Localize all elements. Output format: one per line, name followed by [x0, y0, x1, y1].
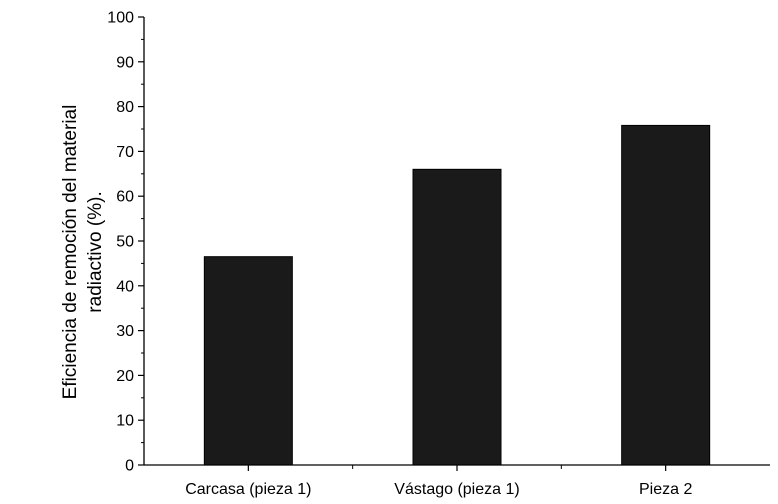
y-tick-label: 80 [116, 99, 134, 116]
y-tick-label: 40 [116, 278, 134, 295]
bar [412, 168, 502, 466]
y-axis-label-line-1: Eficiencia de remoción del material [60, 105, 81, 400]
y-tick-label: 100 [107, 10, 134, 27]
bar [621, 124, 711, 466]
y-tick-label: 60 [116, 189, 134, 206]
y-tick-label: 50 [116, 234, 134, 251]
y-tick-label: 70 [116, 144, 134, 161]
bars-group [203, 124, 711, 466]
y-tick-label: 90 [116, 54, 134, 71]
y-axis-label-line-2: radiactivo (%). [85, 191, 106, 312]
y-tick-label: 0 [125, 458, 134, 475]
bar [203, 256, 293, 466]
x-tick-label: Carcasa (pieza 1) [185, 481, 311, 498]
x-tick-label: Pieza 2 [639, 481, 692, 498]
y-tick-label: 20 [116, 368, 134, 385]
y-tick-label: 10 [116, 413, 134, 430]
x-ticks-group: Carcasa (pieza 1) Vástago (pieza 1) Pieza … [185, 465, 692, 498]
x-tick-label: Vástago (pieza 1) [394, 481, 519, 498]
y-ticks-group: 0 10 20 30 40 50 60 70 80 90 100 [107, 10, 144, 475]
y-tick-label: 30 [116, 323, 134, 340]
